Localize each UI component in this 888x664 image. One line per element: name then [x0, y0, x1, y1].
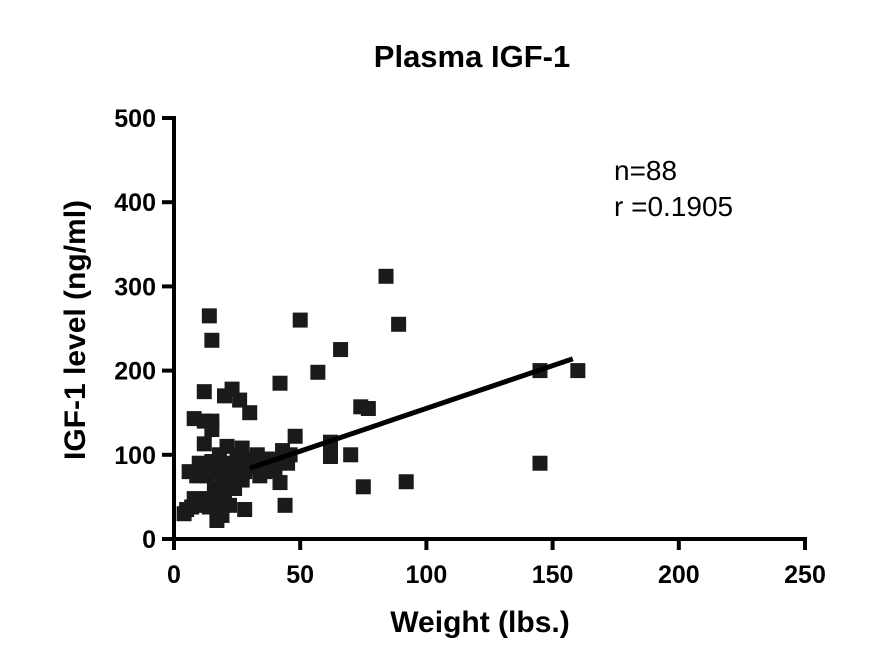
x-axis-label: Weight (lbs.)	[390, 606, 569, 639]
scatter-point	[287, 428, 303, 444]
scatter-point	[277, 497, 293, 513]
scatter-point	[391, 316, 407, 332]
scatter-point	[242, 405, 258, 421]
x-axis: 0 50 100 150 200 250	[167, 537, 826, 589]
y-tick-label: 400	[114, 189, 156, 217]
annotation-n: n=88	[614, 155, 677, 186]
x-tick-label: 200	[658, 561, 700, 589]
y-tick-label: 500	[114, 105, 156, 133]
scatter-point	[310, 364, 326, 380]
regression-line	[248, 356, 574, 471]
y-tick-label: 300	[114, 273, 156, 301]
scatter-point	[232, 392, 248, 408]
scatter-point	[360, 400, 376, 416]
scatter-point	[333, 342, 349, 358]
scatter-point	[199, 468, 215, 484]
x-tick-label: 250	[784, 561, 826, 589]
y-tick-label: 200	[114, 358, 156, 386]
scatter-point	[532, 455, 548, 471]
scatter-point	[570, 363, 586, 379]
scatter-point	[343, 447, 359, 463]
chart-title: Plasma IGF-1	[374, 39, 570, 74]
scatter-point	[398, 474, 414, 490]
scatter-point	[222, 497, 238, 513]
x-tick-label: 100	[406, 561, 448, 589]
scatter-point	[292, 312, 308, 328]
y-tick-label: 100	[114, 442, 156, 470]
x-tick-label: 150	[532, 561, 574, 589]
scatter-point	[322, 448, 338, 464]
scatter-point	[204, 332, 220, 348]
y-axis-label: IGF-1 level (ng/ml)	[59, 200, 92, 460]
scatter-point	[216, 455, 232, 471]
scatter-point	[196, 384, 212, 400]
scatter-point	[204, 413, 220, 429]
scatter-point	[272, 475, 288, 491]
scatter-point	[196, 436, 212, 452]
scatter-point	[378, 268, 394, 284]
scatter-point	[191, 455, 207, 471]
annotation-r: r =0.1905	[614, 191, 733, 222]
y-axis: 0 100 200 300 400 500	[114, 105, 176, 554]
scatter-point	[237, 502, 253, 518]
x-tick-label: 50	[286, 561, 314, 589]
plot-area	[176, 268, 586, 528]
x-tick-label: 0	[167, 561, 181, 589]
scatter-point	[201, 308, 217, 324]
scatter-point	[355, 479, 371, 495]
y-tick-label: 0	[142, 526, 156, 554]
scatter-point	[272, 375, 288, 391]
